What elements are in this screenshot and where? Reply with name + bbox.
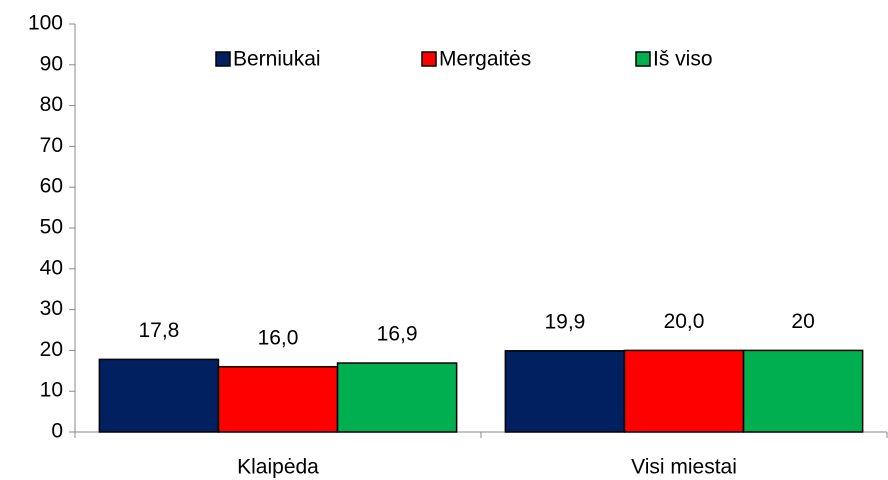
bar — [742, 349, 864, 433]
y-tick-label: 90 — [40, 52, 63, 75]
y-tick-label: 60 — [40, 175, 63, 198]
y-tick-label: 100 — [28, 12, 63, 35]
data-label: 16,9 — [377, 323, 418, 346]
legend-swatch — [635, 51, 651, 67]
legend-label: Mergaitės — [439, 48, 531, 71]
legend-label: Iš viso — [653, 48, 713, 71]
x-tick-label: Visi miestai — [631, 456, 737, 479]
legend-swatch — [215, 51, 231, 67]
data-label: 17,8 — [138, 319, 179, 342]
y-tick-label: 30 — [40, 297, 63, 320]
legend-label: Berniukai — [233, 48, 321, 71]
bar — [98, 358, 220, 433]
bar — [504, 350, 626, 433]
data-label: 16,0 — [258, 326, 299, 349]
bar — [336, 362, 458, 433]
legend-swatch — [421, 51, 437, 67]
y-tick-label: 50 — [40, 216, 63, 239]
y-tick-label: 20 — [40, 338, 63, 361]
y-tick-label: 70 — [40, 134, 63, 157]
y-tick-label: 10 — [40, 379, 63, 402]
data-label: 20 — [791, 310, 814, 333]
data-label: 20,0 — [664, 310, 705, 333]
bar — [623, 349, 745, 433]
y-tick-label: 0 — [51, 420, 63, 443]
data-label: 19,9 — [544, 310, 585, 333]
y-tick-label: 40 — [40, 256, 63, 279]
x-tick-label: Klaipėda — [237, 456, 319, 479]
y-tick-label: 80 — [40, 93, 63, 116]
bar — [217, 365, 339, 433]
